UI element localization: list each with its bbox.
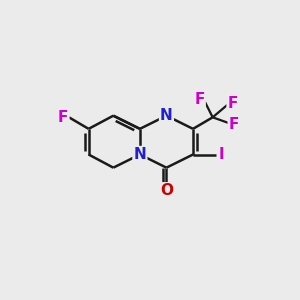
Text: F: F <box>228 96 238 111</box>
Text: N: N <box>134 147 146 162</box>
Text: N: N <box>160 108 173 123</box>
Text: I: I <box>219 147 225 162</box>
Text: O: O <box>160 183 173 198</box>
Text: F: F <box>194 92 205 107</box>
Text: F: F <box>58 110 68 125</box>
Text: F: F <box>229 117 239 132</box>
